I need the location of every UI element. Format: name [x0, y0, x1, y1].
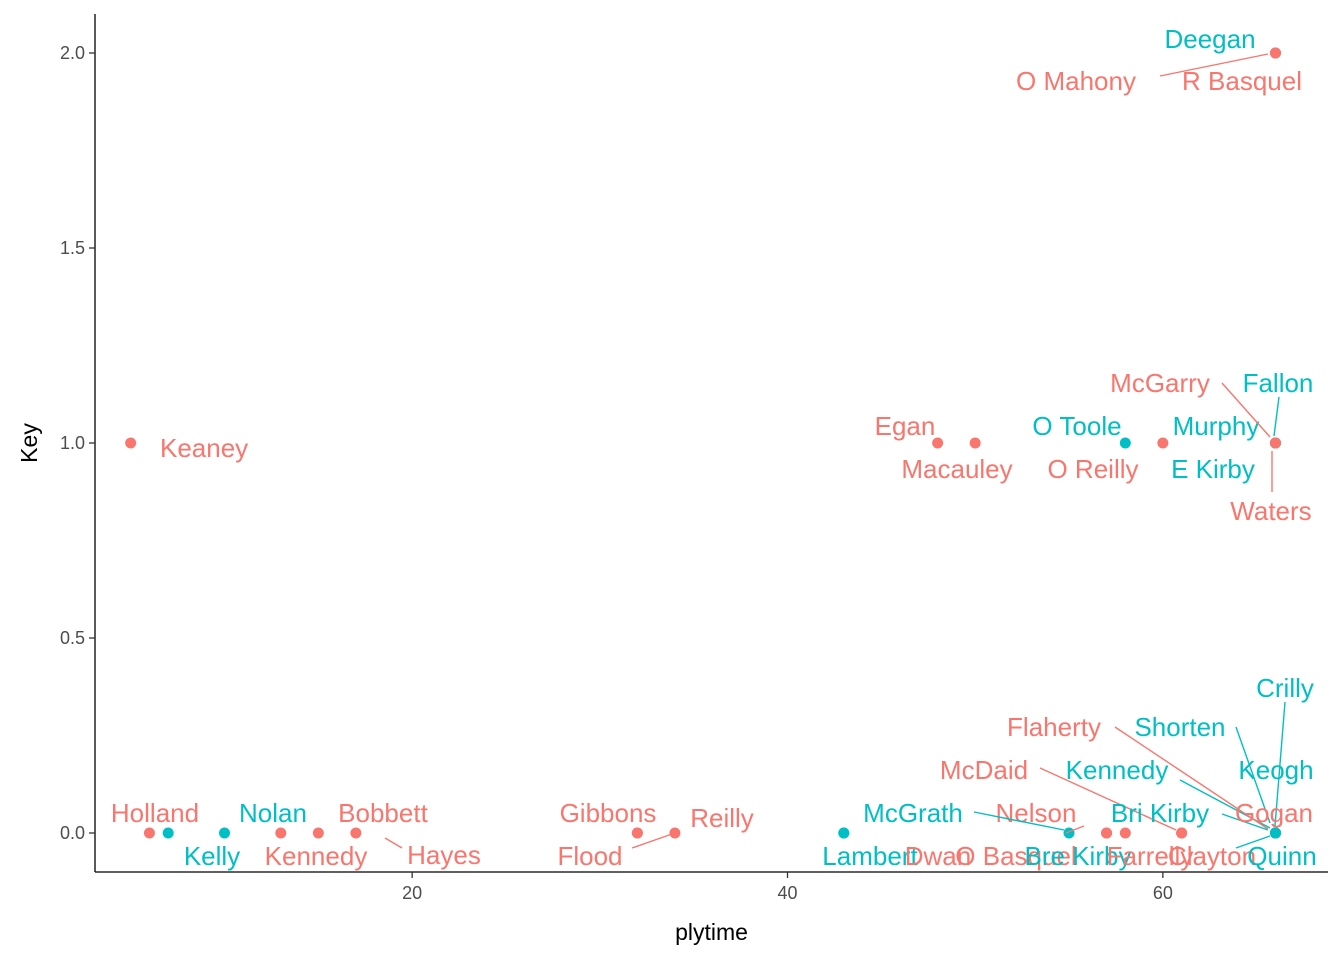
data-point	[932, 437, 944, 449]
data-point	[275, 827, 287, 839]
point-label: O Mahony	[1016, 66, 1136, 96]
point-label: Farrelly	[1107, 841, 1194, 871]
data-point	[218, 827, 230, 839]
point-label: Bre Kirby	[1025, 841, 1132, 871]
point-label: Macauley	[901, 454, 1012, 484]
labels-layer: Keaney Holland Kelly Nolan Kennedy Bobbett Hay…	[111, 24, 1317, 871]
y-axis-title: Key	[16, 423, 42, 463]
label-leader-line	[1159, 53, 1269, 77]
point-label: Dwan	[905, 841, 971, 871]
data-point	[125, 437, 137, 449]
label-leader-line	[1235, 726, 1271, 824]
point-label: Quinn	[1247, 841, 1316, 871]
y-tick-label: 0.0	[60, 823, 85, 843]
data-point	[1119, 437, 1131, 449]
data-point	[1157, 437, 1169, 449]
point-label: Reilly	[690, 803, 754, 833]
x-axis-title: plytime	[675, 919, 748, 945]
x-axis-ticks: 20 40 60	[402, 872, 1173, 903]
point-label: Keaney	[160, 433, 248, 463]
point-label: Kennedy	[265, 841, 368, 871]
point-label: O Reilly	[1047, 454, 1138, 484]
label-leader-line	[973, 811, 1065, 831]
point-label: Fallon	[1243, 368, 1314, 398]
label-leader-line	[1273, 396, 1280, 437]
point-label: R Basquel	[1182, 66, 1302, 96]
data-point	[312, 827, 324, 839]
point-label: Nelson	[996, 798, 1077, 828]
data-point	[669, 827, 681, 839]
data-point	[1176, 827, 1188, 839]
x-tick-label: 60	[1153, 883, 1173, 903]
label-leader-line	[1114, 726, 1269, 830]
label-leader-line	[1221, 382, 1271, 438]
point-label: Crilly	[1256, 673, 1314, 703]
y-tick-label: 0.5	[60, 628, 85, 648]
point-label: McGrath	[863, 798, 963, 828]
point-label: Kennedy	[1066, 755, 1169, 785]
y-tick-label: 2.0	[60, 43, 85, 63]
data-point	[631, 827, 643, 839]
point-label: Egan	[875, 411, 936, 441]
x-tick-label: 40	[777, 883, 797, 903]
point-label: E Kirby	[1171, 454, 1255, 484]
point-label: O Toole	[1032, 411, 1121, 441]
point-label: O Basquel	[955, 841, 1076, 871]
label-leader-line	[384, 837, 403, 849]
data-point	[1119, 827, 1131, 839]
label-leader-line	[1221, 813, 1269, 831]
point-label: Bobbett	[338, 798, 428, 828]
point-label: Shorten	[1134, 712, 1225, 742]
data-point	[162, 827, 174, 839]
label-leader-line	[1274, 701, 1286, 827]
data-point	[1269, 437, 1281, 449]
point-label: Lambert	[822, 841, 918, 871]
y-tick-label: 1.5	[60, 238, 85, 258]
label-leader-line	[1065, 825, 1085, 834]
label-leader-line	[1235, 835, 1271, 849]
data-point	[143, 827, 155, 839]
label-leader-line	[1039, 767, 1177, 831]
y-axis-ticks: 0.0 0.5 1.0 1.5 2.0	[60, 43, 95, 843]
points-layer	[125, 47, 1281, 839]
point-label: McDaid	[940, 755, 1028, 785]
point-label: Flood	[557, 841, 622, 871]
data-point	[969, 437, 981, 449]
data-point	[1269, 827, 1281, 839]
point-label: Nolan	[239, 798, 307, 828]
point-label: Waters	[1230, 496, 1311, 526]
point-label: Deegan	[1164, 24, 1255, 54]
data-point	[1063, 827, 1075, 839]
point-label: Murphy	[1173, 411, 1260, 441]
point-label: Holland	[111, 798, 199, 828]
data-point	[1101, 827, 1113, 839]
data-point	[838, 827, 850, 839]
point-label: McGarry	[1110, 368, 1210, 398]
point-label: Bri Kirby	[1111, 798, 1209, 828]
point-label: Flaherty	[1007, 712, 1101, 742]
x-tick-label: 20	[402, 883, 422, 903]
point-label: Keogh	[1238, 755, 1313, 785]
point-label: Kelly	[184, 841, 240, 871]
data-point	[1269, 47, 1281, 59]
y-tick-label: 1.0	[60, 433, 85, 453]
point-label: Hayes	[407, 840, 481, 870]
point-label: Gogan	[1235, 798, 1313, 828]
label-leader-line	[631, 833, 673, 849]
point-label: Gibbons	[560, 798, 657, 828]
data-point	[350, 827, 362, 839]
